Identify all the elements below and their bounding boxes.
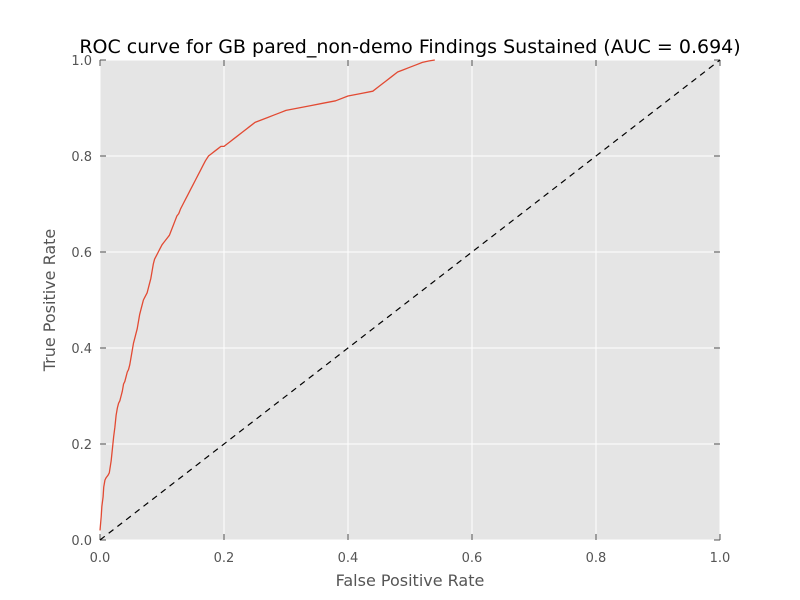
x-axis-label: False Positive Rate xyxy=(336,571,485,590)
x-tick-label: 0.4 xyxy=(338,551,359,566)
x-tick-label: 1.0 xyxy=(710,551,731,566)
chart-title: ROC curve for GB pared_non-demo Findings… xyxy=(79,36,740,58)
x-tick-label: 0.8 xyxy=(586,551,607,566)
series-layer xyxy=(99,59,721,541)
chance-diagonal-line xyxy=(99,59,721,541)
x-tick-label: 0.6 xyxy=(462,551,483,566)
y-axis-label: True Positive Rate xyxy=(40,229,59,373)
x-tick-label: 0.0 xyxy=(90,551,111,566)
grid-lines xyxy=(99,59,721,541)
y-tick-label: 0.8 xyxy=(71,150,92,165)
roc-curve-line xyxy=(99,59,435,531)
tick-labels: 0.0 0.2 0.4 0.6 0.8 1.0 0.0 0.2 0.4 0.6 0.8 1.0 xyxy=(71,54,730,566)
y-tick-label: 0.6 xyxy=(71,246,92,261)
y-tick-label: 0.0 xyxy=(71,534,92,549)
axis-ticks xyxy=(99,59,721,541)
y-tick-label: 0.4 xyxy=(71,342,92,357)
plot-area xyxy=(100,60,720,540)
y-tick-label: 0.2 xyxy=(71,438,92,453)
y-tick-label: 1.0 xyxy=(71,54,92,69)
x-tick-label: 0.2 xyxy=(214,551,235,566)
